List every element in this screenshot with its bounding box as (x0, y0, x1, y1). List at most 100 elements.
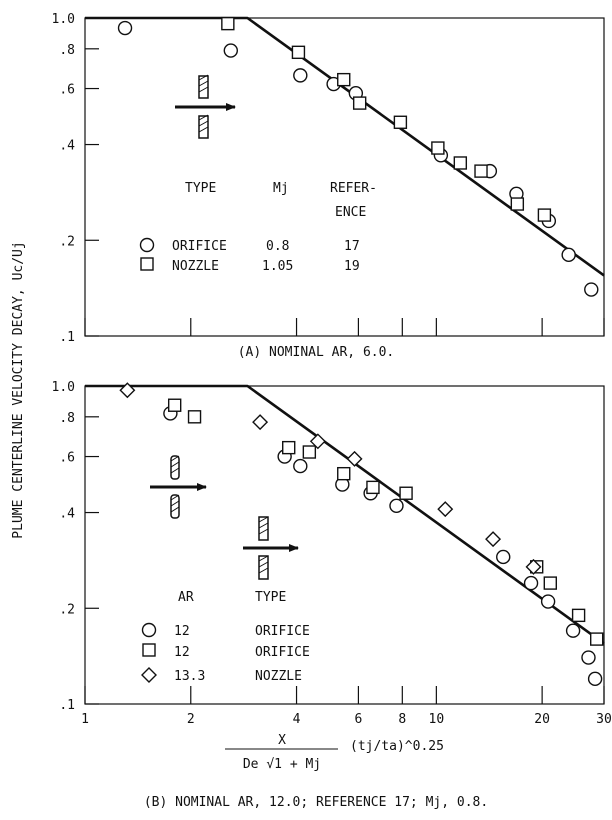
y-axis-label: PLUME CENTERLINE VELOCITY DECAY, Uc/Uj (11, 241, 26, 538)
legend-header-mj: Mj (273, 181, 289, 196)
x-tick-label: 8 (398, 712, 406, 727)
legend-row-ref: 19 (344, 259, 360, 274)
y-tick-label: .1 (59, 698, 75, 713)
data-point-circle (293, 68, 308, 83)
x-tick-label: 2 (187, 712, 195, 727)
data-point-diamond (437, 501, 454, 518)
y-tick-label: .8 (59, 43, 75, 58)
legend-row-mj: 1.05 (262, 259, 293, 274)
x-axis-label: X De √1 + Mj (tj/ta)^0.25 (225, 733, 444, 772)
theory-line (85, 16, 605, 277)
data-point-square (302, 445, 317, 459)
panel-a: 1.0 .8 .6 .4 .2 .1 TYPE Mj REFER- ENCE ORIFIC… (52, 12, 605, 360)
legend-row-mj: 0.8 (266, 239, 289, 254)
data-point-square (187, 410, 202, 424)
y-tick-label: .8 (59, 411, 75, 426)
data-point-diamond (485, 531, 502, 548)
caption-b: (B) NOMINAL AR, 12.0; REFERENCE 17; Mj, … (144, 795, 488, 810)
legend-circle-marker (141, 622, 157, 638)
data-point-square (167, 398, 182, 412)
data-point-circle (540, 594, 556, 609)
legend-square-marker (140, 257, 154, 271)
legend-diamond-marker (141, 667, 157, 683)
nozzle-schematic-icon (243, 516, 299, 580)
panel-b: 1.0.8.6.4.2.11 2 4 6 8 10 20 30 AR TYPE 12 ORIF… (52, 380, 612, 810)
y-tick-label: .2 (59, 234, 75, 249)
x-tick-label: 20 (534, 712, 550, 727)
data-point-diamond (346, 450, 363, 467)
data-point-square (474, 164, 488, 178)
x-tick-label: 6 (354, 712, 362, 727)
legend-b: AR TYPE 12 ORIFICE 12 ORIFICE 13.3 NOZZL… (141, 590, 310, 684)
legend-circle-marker (139, 237, 155, 253)
legend-header-ar: AR (178, 590, 194, 605)
legend-row-type: NOZZLE (255, 669, 302, 684)
y-tick-label: .1 (59, 330, 75, 345)
caption-a: (A) NOMINAL AR, 6.0. (238, 345, 395, 360)
data-point-square (366, 480, 380, 495)
legend-row-type: ORIFICE (255, 624, 310, 639)
x-label-factor: (tj/ta)^0.25 (350, 739, 444, 754)
data-point-square (399, 486, 413, 500)
data-point-square (291, 45, 306, 60)
data-point-circle (584, 282, 599, 297)
plot-frame (84, 385, 605, 705)
x-label-numerator: X (278, 733, 286, 748)
theory-line (85, 384, 605, 645)
legend-row-type: ORIFICE (255, 645, 310, 660)
data-point-square (337, 72, 351, 87)
jet-schematic-icon (175, 74, 236, 139)
y-tick-label: 1.0 (52, 380, 75, 395)
legend-header-reference: REFER- (330, 181, 377, 196)
data-point-square (221, 16, 235, 31)
legend-header-type: TYPE (185, 181, 216, 196)
data-point-diamond (252, 414, 269, 431)
data-point-square (453, 156, 468, 170)
x-tick-label: 4 (293, 712, 301, 727)
x-tick-label: 10 (429, 712, 445, 727)
data-point-square (590, 632, 604, 646)
legend-row-ref: 17 (344, 239, 360, 254)
data-point-circle (223, 43, 239, 58)
x-label-denominator: De √1 + Mj (243, 757, 321, 772)
y-tick-label: .4 (59, 139, 75, 154)
y-tick-label: .6 (59, 451, 75, 466)
data-point-circle (581, 650, 596, 665)
legend-header-type: TYPE (255, 590, 286, 605)
data-point-circle (565, 623, 581, 638)
y-tick-label: .4 (59, 507, 75, 522)
legend-row-type: NOZZLE (172, 259, 219, 274)
data-point-square (393, 115, 408, 129)
data-point-square (537, 208, 552, 222)
data-point-square (337, 466, 351, 481)
data-point-square (510, 197, 525, 211)
data-point-circle (389, 498, 404, 514)
plot-frame (84, 17, 605, 337)
data-point-circle (293, 458, 308, 474)
data-point-square (282, 440, 296, 455)
data-point-circle (561, 247, 576, 263)
legend-row-ar: 13.3 (174, 669, 205, 684)
y-tick-label: .2 (59, 602, 75, 617)
data-point-circle (496, 549, 511, 565)
x-tick-label: 1 (81, 712, 89, 727)
data-point-diamond (525, 558, 542, 575)
legend-row-ar: 12 (174, 624, 190, 639)
jet-schematic-icon (150, 455, 207, 519)
data-point-square (543, 576, 557, 590)
y-tick-label: 1.0 (52, 12, 75, 27)
legend-square-marker (142, 643, 156, 657)
data-point-square (571, 608, 586, 623)
legend-row-type: ORIFICE (172, 239, 227, 254)
data-point-circle (523, 575, 539, 591)
data-point-circle (587, 671, 603, 687)
legend-a: TYPE Mj REFER- ENCE ORIFICE 0.8 17 NOZZL… (139, 181, 377, 274)
data-point-square (352, 96, 367, 110)
y-tick-label: .6 (59, 83, 75, 98)
legend-row-ar: 12 (174, 645, 190, 660)
data-point-diamond (119, 382, 136, 399)
legend-header-reference-2: ENCE (335, 205, 366, 220)
data-point-circle (117, 20, 133, 36)
data-point-square (431, 141, 445, 155)
